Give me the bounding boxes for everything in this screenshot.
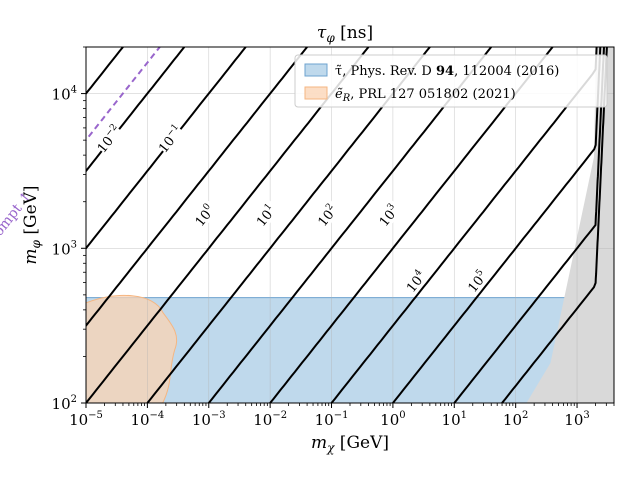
x-tick-label-exponent: −3	[211, 410, 226, 421]
contour-label-mask	[249, 198, 281, 232]
x-tick-label-exponent: 1	[461, 410, 467, 421]
contour-label-mask	[92, 121, 124, 155]
legend-label-selectron-pre: ẽ	[335, 87, 343, 102]
x-tick-label-base: 10	[253, 411, 272, 429]
contour-label-exponent: 4	[413, 267, 425, 278]
legend-label-selectron-sub: R	[342, 93, 351, 104]
y-axis-label-unit: [GeV]	[21, 185, 41, 240]
x-tick-label-exponent: 3	[583, 410, 589, 421]
y-tick-label: 102	[52, 394, 77, 413]
x-tick-label: 10−5	[69, 410, 103, 429]
x-tick-label-base: 10	[442, 411, 461, 429]
x-tick-label: 100	[380, 410, 405, 429]
y-tick-label: 104	[52, 85, 77, 104]
region-selectron-excluded	[86, 294, 178, 403]
legend-label-selectron-post: , PRL 127 051802 (2021)	[350, 87, 516, 102]
contour-label-exponent: 1	[263, 202, 274, 213]
x-tick-label: 10−1	[315, 410, 349, 429]
y-tick-label-exponent: 3	[71, 239, 77, 250]
legend-label-tau-post: , 112004 (2016)	[454, 64, 559, 79]
contour-line	[86, 47, 186, 173]
contour-label-mask	[310, 198, 343, 232]
title-symbol: τ	[317, 23, 327, 43]
y-tick-label-base: 10	[52, 240, 71, 258]
legend-label-tau-volume: 94	[436, 64, 454, 79]
x-tick-label-exponent: 0	[399, 410, 405, 421]
title-unit: [ns]	[335, 23, 373, 43]
y-tick-label-exponent: 4	[71, 85, 77, 96]
y-tick-label-base: 10	[52, 395, 71, 413]
x-axis-label: mχ [GeV]	[311, 433, 389, 455]
x-tick-label: 101	[442, 410, 467, 429]
region-kinematically-forbidden	[526, 47, 614, 403]
legend-box	[294, 54, 608, 108]
x-tick-label: 103	[564, 410, 589, 429]
x-axis: 10−5 10−4 10−3 10−2 10−1 100 101 102 103	[69, 403, 615, 429]
x-tick-label-exponent: −2	[272, 410, 287, 421]
contour-label-mask	[460, 264, 493, 298]
legend-swatch-selectron	[304, 86, 328, 100]
contour-label-exponent: 5	[474, 267, 486, 278]
x-tick-label-base: 10	[130, 411, 149, 429]
x-tick-label-base: 10	[564, 411, 583, 429]
x-tick-label-base: 10	[69, 411, 88, 429]
x-tick-label-base: 10	[503, 411, 522, 429]
legend-label-selectron: ẽR, PRL 127 051802 (2021)	[335, 87, 516, 104]
contour-label-mask	[399, 264, 431, 298]
contour-line	[86, 47, 308, 328]
x-axis-label-symbol: m	[311, 433, 327, 453]
x-tick-label-exponent: 2	[522, 410, 528, 421]
x-tick-label: 10−2	[253, 410, 287, 429]
y-tick-label: 103	[52, 239, 77, 258]
y-axis-label-symbol: m	[21, 248, 41, 264]
x-tick-label-exponent: −4	[150, 410, 165, 421]
title-subscript: φ	[326, 31, 335, 45]
y-tick-label-exponent: 2	[71, 394, 77, 405]
x-tick-label-base: 10	[380, 411, 399, 429]
x-tick-label-exponent: −1	[334, 410, 349, 421]
x-tick-label: 102	[503, 410, 528, 429]
legend-label-tau-pre: τ̃, Phys. Rev. D	[335, 64, 436, 79]
x-axis-label-unit: [GeV]	[334, 433, 389, 453]
x-tick-label: 10−3	[192, 410, 226, 429]
legend-label-tau: τ̃, Phys. Rev. D 94, 112004 (2016)	[335, 64, 559, 79]
contour-label-exponent: 0	[201, 202, 213, 213]
y-tick-label-base: 10	[52, 86, 71, 104]
contour-label-mask	[187, 198, 220, 232]
contour-label-mask	[371, 198, 404, 232]
x-tick-label-base: 10	[192, 411, 211, 429]
chart-title: τφ [ns]	[317, 23, 373, 45]
regions-layer	[86, 47, 614, 403]
y-axis-label-subscript: φ	[29, 239, 43, 248]
x-tick-label-exponent: −5	[88, 410, 103, 421]
contour-label-exponent: 3	[386, 202, 398, 213]
legend: τ̃, Phys. Rev. D 94, 112004 (2016) ẽR, P…	[294, 54, 608, 108]
x-tick-label: 10−4	[130, 410, 164, 429]
x-axis-label-subscript: χ	[326, 441, 335, 455]
y-axis-label: mφ [GeV]	[21, 185, 43, 264]
contour-label-mask	[153, 121, 186, 155]
legend-swatch-tau	[304, 63, 328, 77]
contour-label-exponent: 2	[324, 202, 335, 213]
contour-line	[86, 47, 247, 250]
x-tick-label-base: 10	[315, 411, 334, 429]
